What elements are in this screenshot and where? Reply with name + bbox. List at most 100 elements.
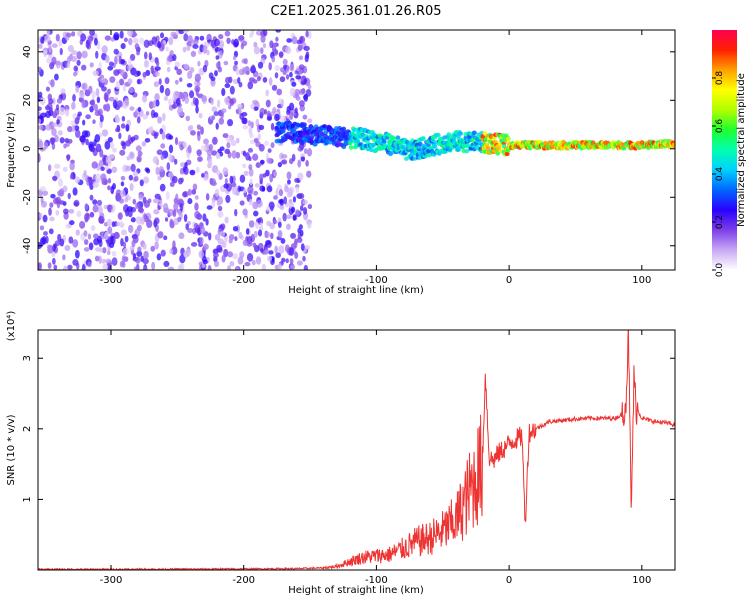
heatmap-speckle	[71, 101, 76, 110]
heatmap-speckle	[159, 32, 165, 39]
heatmap-speckle	[174, 158, 178, 165]
heatmap-speckle	[43, 231, 48, 236]
heatmap-speckle	[229, 261, 235, 267]
y-tick-label: -20	[22, 189, 33, 205]
heatmap-carrier-mark	[305, 134, 311, 139]
heatmap-speckle	[159, 128, 164, 135]
heatmap-speckle	[96, 96, 101, 104]
heatmap-speckle	[79, 135, 86, 143]
heatmap-speckle	[218, 40, 225, 49]
colorbar-ticks: 0.0 0.2 0.4 0.6 0.8	[712, 71, 725, 277]
heatmap-speckle	[135, 256, 141, 264]
heatmap-speckle	[238, 35, 245, 41]
heatmap-speckle	[254, 183, 260, 188]
heatmap-speckle	[88, 176, 92, 186]
heatmap-speckle	[189, 169, 196, 176]
heatmap-speckle	[135, 202, 140, 210]
heatmap-carrier-mark	[286, 131, 291, 136]
heatmap-speckle	[253, 230, 258, 238]
heatmap-carrier-mark	[280, 129, 286, 134]
heatmap-speckle	[171, 104, 178, 109]
heatmap-speckle	[228, 234, 235, 241]
heatmap-speckle	[112, 147, 117, 153]
heatmap-speckle	[106, 218, 112, 227]
heatmap-speckle	[73, 199, 80, 207]
heatmap-speckle	[114, 116, 121, 124]
heatmap-speckle	[136, 78, 141, 85]
heatmap-speckle	[54, 73, 59, 81]
heatmap-speckle	[306, 147, 313, 157]
heatmap-speckle	[229, 175, 234, 184]
heatmap-speckle	[148, 101, 154, 109]
heatmap-speckle	[133, 175, 139, 182]
heatmap-speckle	[138, 194, 143, 200]
heatmap-speckle	[192, 43, 199, 50]
heatmap-speckle	[269, 173, 274, 183]
heatmap-speckle	[216, 244, 223, 252]
heatmap-speckle	[55, 104, 60, 111]
heatmap-speckle	[159, 183, 166, 192]
heatmap-speckle	[92, 180, 99, 188]
heatmap-speckle	[42, 214, 48, 223]
heatmap-speckle	[258, 124, 265, 131]
heatmap-speckle	[195, 87, 199, 97]
heatmap-speckle	[122, 241, 127, 248]
heatmap-speckle	[210, 181, 217, 187]
heatmap-speckle	[129, 106, 135, 111]
heatmap-speckle	[270, 232, 274, 240]
heatmap-speckle	[56, 119, 60, 125]
heatmap-carrier-mark	[381, 138, 387, 144]
heatmap-speckle	[280, 159, 287, 165]
heatmap-speckle	[115, 80, 121, 90]
heatmap-speckle	[234, 60, 238, 66]
heatmap-speckle	[85, 40, 90, 49]
heatmap-speckle	[206, 205, 213, 210]
heatmap-speckle	[73, 65, 78, 72]
heatmap-speckle	[48, 207, 52, 216]
y-tick-label: 2	[22, 426, 33, 432]
heatmap-speckle	[289, 111, 294, 121]
heatmap-speckle	[205, 218, 209, 226]
heatmap-speckle	[238, 231, 243, 239]
heatmap-speckle	[261, 263, 266, 270]
heatmap-speckle	[244, 261, 251, 267]
heatmap-speckle	[235, 151, 241, 159]
heatmap-speckle	[106, 204, 113, 211]
heatmap-speckle	[50, 79, 55, 88]
heatmap-speckle	[127, 224, 134, 234]
heatmap-speckle	[280, 237, 286, 244]
heatmap-speckle	[133, 266, 139, 270]
heatmap-carrier-mark	[485, 146, 491, 151]
heatmap-speckle	[40, 112, 47, 118]
heatmap-carrier-mark	[435, 132, 441, 138]
y-tick-label: 40	[22, 45, 33, 58]
heatmap-speckle	[62, 254, 66, 261]
heatmap-speckle	[221, 108, 227, 114]
x-tick-label: 0	[506, 575, 512, 586]
heatmap-speckle	[120, 43, 126, 50]
heatmap-speckle	[96, 199, 103, 207]
heatmap-speckle	[94, 110, 102, 117]
heatmap-speckle	[214, 47, 221, 52]
x-tick-label: -300	[100, 575, 123, 586]
heatmap-speckle	[121, 255, 126, 264]
heatmap-speckle	[282, 212, 287, 222]
heatmap-speckle	[207, 158, 213, 167]
heatmap-speckle	[143, 39, 150, 49]
heatmap-speckle	[143, 59, 149, 68]
heatmap-speckle	[208, 144, 213, 152]
heatmap-speckle	[177, 216, 182, 223]
heatmap-speckle	[305, 30, 309, 38]
heatmap-speckle	[58, 39, 63, 47]
heatmap-speckle	[267, 148, 272, 153]
heatmap-speckle	[252, 242, 257, 248]
heatmap-speckle	[114, 55, 118, 65]
heatmap-speckle	[92, 204, 99, 213]
heatmap-speckle	[216, 99, 221, 108]
heatmap-speckle	[66, 61, 71, 69]
heatmap-speckle	[102, 263, 108, 270]
heatmap-speckle	[265, 206, 271, 212]
heatmap-speckle	[220, 223, 226, 230]
heatmap-speckle	[127, 134, 132, 143]
heatmap-carrier-mark	[432, 144, 438, 149]
